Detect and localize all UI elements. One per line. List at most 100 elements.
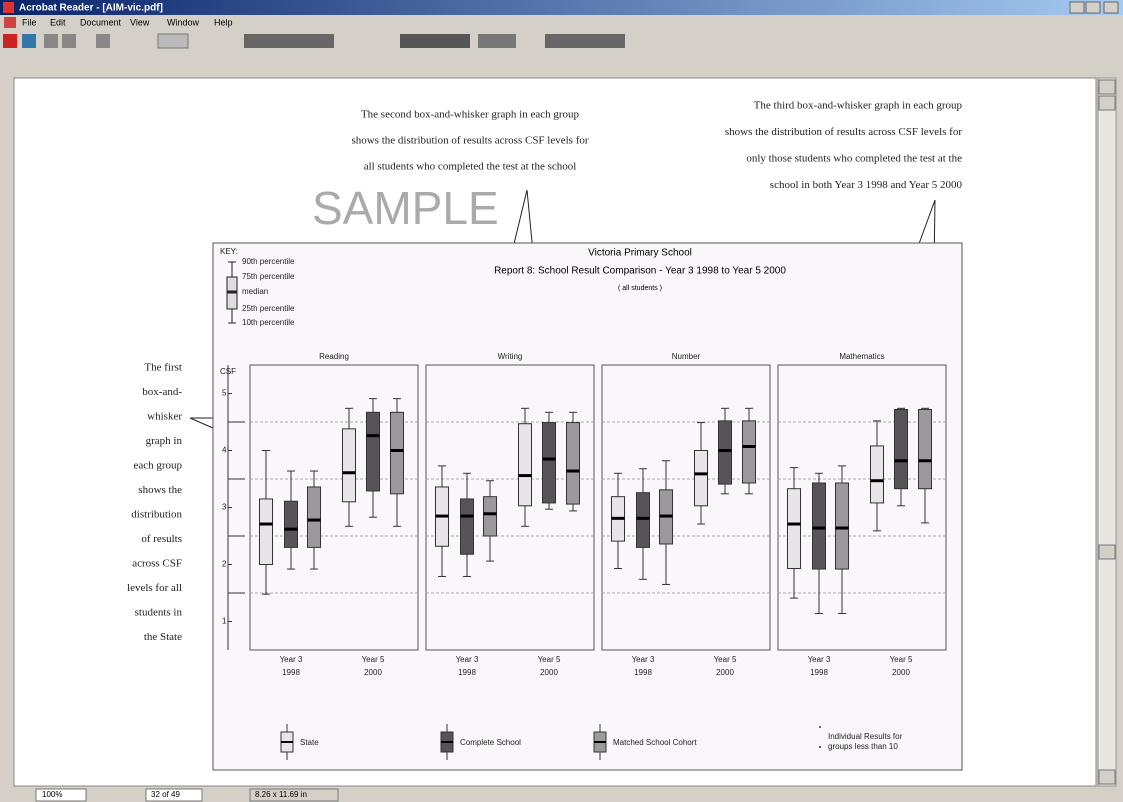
x-tick-label: 2000 bbox=[716, 668, 734, 677]
x-tick-label: Year 5 bbox=[538, 655, 561, 664]
zoom-box[interactable] bbox=[35, 788, 87, 802]
y-tick-label: 2 bbox=[222, 560, 227, 569]
scroll-thumb[interactable] bbox=[1098, 544, 1116, 560]
box bbox=[636, 492, 650, 548]
menu-item[interactable]: Window bbox=[167, 17, 200, 27]
annotation-line: The second box-and-whisker graph in each… bbox=[361, 109, 580, 121]
tool[interactable] bbox=[3, 34, 17, 48]
tool[interactable] bbox=[22, 34, 36, 48]
x-tick-label: Year 3 bbox=[456, 655, 479, 664]
key-glyph bbox=[226, 261, 238, 324]
box bbox=[460, 498, 474, 555]
annotation-line: school in both Year 3 1998 and Year 5 20… bbox=[770, 179, 963, 191]
legend-label: State bbox=[300, 738, 319, 747]
x-tick-label: Year 3 bbox=[280, 655, 303, 664]
panel-frame bbox=[249, 364, 419, 651]
y-tick-label: 5 bbox=[222, 389, 227, 398]
find-tools[interactable] bbox=[545, 34, 625, 48]
x-tick-label: 1998 bbox=[634, 668, 652, 677]
box bbox=[566, 422, 580, 505]
tool[interactable] bbox=[96, 34, 110, 48]
x-tick-label: Year 5 bbox=[714, 655, 737, 664]
menu-item[interactable]: Help bbox=[214, 17, 233, 27]
doc-icon bbox=[4, 17, 16, 28]
legend-dot bbox=[819, 726, 821, 728]
legend-label: Matched School Cohort bbox=[613, 738, 697, 747]
chart-frame bbox=[212, 242, 963, 771]
nav-tools[interactable] bbox=[244, 34, 334, 48]
size-box bbox=[249, 788, 339, 802]
tool[interactable] bbox=[157, 33, 189, 49]
annotation-line: levels for all bbox=[127, 582, 182, 594]
title-bar bbox=[0, 0, 1123, 15]
legend-note: groups less than 10 bbox=[828, 742, 898, 751]
annotation-line: distribution bbox=[131, 509, 182, 521]
app-icon bbox=[3, 2, 14, 13]
annotation-line: shows the distribution of results across… bbox=[351, 135, 588, 147]
annotation-line: The first bbox=[144, 362, 182, 374]
box bbox=[742, 420, 756, 484]
annotation-line: all students who completed the test at t… bbox=[364, 161, 577, 173]
x-tick-label: 1998 bbox=[810, 668, 828, 677]
key-title: KEY: bbox=[220, 247, 238, 256]
x-tick-label: 1998 bbox=[458, 668, 476, 677]
chart-title: Victoria Primary School bbox=[588, 248, 692, 259]
menu-item[interactable]: Edit bbox=[50, 17, 66, 27]
key-label: 75th percentile bbox=[242, 272, 295, 281]
box bbox=[718, 420, 732, 485]
annotation-line: graph in bbox=[146, 435, 183, 447]
box bbox=[870, 445, 884, 504]
close[interactable] bbox=[1103, 1, 1119, 14]
page-box[interactable] bbox=[145, 788, 203, 802]
box bbox=[518, 423, 532, 507]
annotation-line: across CSF bbox=[132, 558, 182, 570]
annotation-line: shows the bbox=[138, 484, 182, 496]
annotation-line: whisker bbox=[147, 411, 182, 423]
page-number: 32 of 49 bbox=[151, 790, 180, 799]
annotation-line: the State bbox=[144, 631, 182, 643]
annotation-line: only those students who completed the te… bbox=[746, 153, 962, 165]
box bbox=[542, 422, 556, 504]
menu-item[interactable]: Document bbox=[80, 17, 122, 27]
watermark: SAMPLE bbox=[312, 182, 499, 234]
zoom: 100% bbox=[42, 790, 62, 799]
scroll-prev[interactable] bbox=[1098, 95, 1116, 111]
y-tick-label: 1 bbox=[222, 617, 227, 626]
box bbox=[307, 486, 321, 548]
key-label: 10th percentile bbox=[242, 318, 295, 327]
menu-item[interactable]: View bbox=[130, 17, 150, 27]
x-tick-label: 2000 bbox=[892, 668, 910, 677]
panel-frame bbox=[777, 364, 947, 651]
status-bar: 100% 32 of 49 8.26 x 11.69 in bbox=[35, 788, 339, 802]
view-tools[interactable] bbox=[400, 34, 470, 48]
chart-subtitle: Report 8: School Result Comparison - Yea… bbox=[494, 266, 786, 277]
legend-dot bbox=[819, 746, 821, 748]
scroll-up[interactable] bbox=[1098, 79, 1116, 95]
annotations: The first box-and-whisker graph in each gro… bbox=[127, 100, 962, 644]
box bbox=[812, 482, 826, 570]
panel-frame bbox=[425, 364, 595, 651]
chart: 90th percentile 75th percentile median 25th… bbox=[220, 257, 947, 760]
window-title: Acrobat Reader - [AIM-vic.pdf] bbox=[19, 3, 163, 14]
box bbox=[284, 500, 298, 548]
tool[interactable] bbox=[44, 34, 58, 48]
box bbox=[694, 450, 708, 507]
scroll-down[interactable] bbox=[1098, 769, 1116, 785]
minimize[interactable] bbox=[1069, 1, 1085, 14]
annotation-line: each group bbox=[133, 460, 182, 472]
x-tick-label: Year 3 bbox=[808, 655, 831, 664]
tool[interactable] bbox=[62, 34, 76, 48]
box bbox=[918, 408, 932, 490]
annotation-line: students in bbox=[135, 607, 183, 619]
scrollbar[interactable] bbox=[1097, 77, 1117, 787]
menu-item[interactable]: File bbox=[22, 17, 37, 27]
panel-title: Reading bbox=[319, 352, 349, 361]
key-label: 25th percentile bbox=[242, 304, 295, 313]
window-buttons[interactable] bbox=[1069, 1, 1119, 14]
maximize[interactable] bbox=[1085, 1, 1101, 14]
rotate-tools[interactable] bbox=[478, 34, 516, 48]
x-tick-label: 2000 bbox=[364, 668, 382, 677]
x-tick-label: Year 5 bbox=[362, 655, 385, 664]
box bbox=[390, 411, 404, 495]
